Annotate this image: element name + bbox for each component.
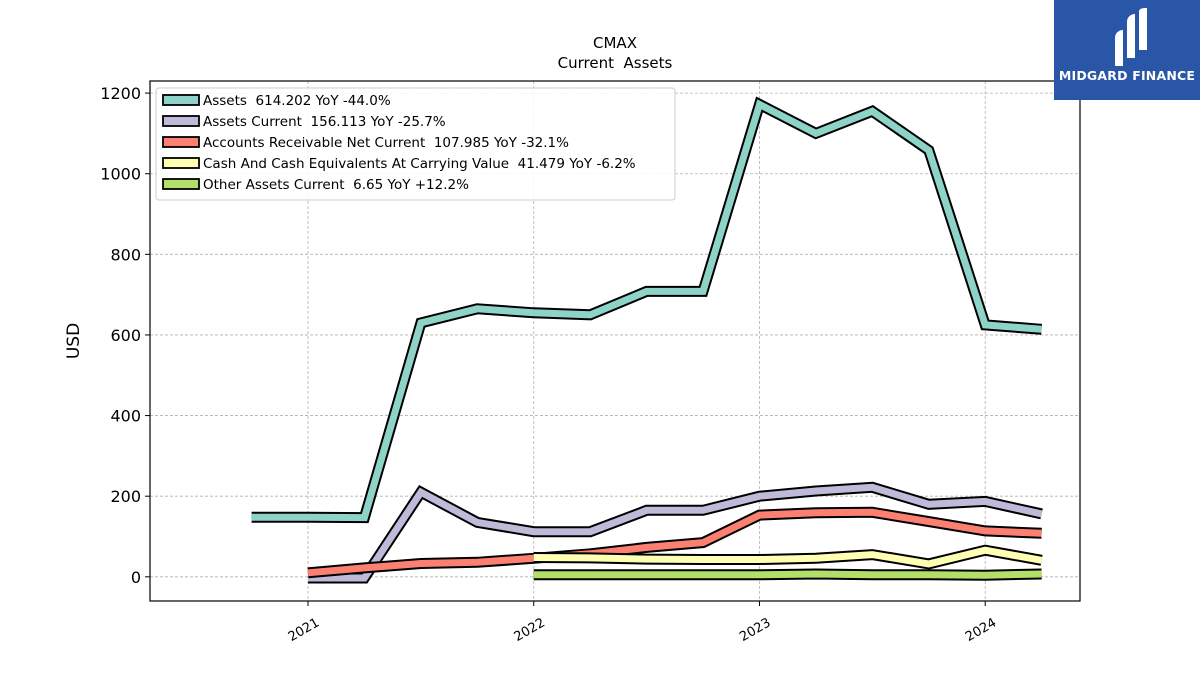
legend-item-label: Assets Current 156.113 YoY -25.7% bbox=[203, 114, 446, 130]
series-line bbox=[308, 483, 1043, 582]
series-accounts-receivable-net-current bbox=[307, 506, 1042, 579]
x-tick-label: 2024 bbox=[963, 615, 999, 645]
legend-item-label: Cash And Cash Equivalents At Carrying Va… bbox=[203, 156, 636, 172]
x-tick-label: 2023 bbox=[737, 615, 773, 645]
plot-frame bbox=[149, 80, 1081, 602]
brand-logo: MIDGARD FINANCE bbox=[1054, 0, 1200, 100]
midgard-logo-icon bbox=[1115, 8, 1147, 66]
series-other-assets-current bbox=[533, 568, 1042, 581]
legend-swatch bbox=[162, 136, 200, 148]
legend-item-label: Assets 614.202 YoY -44.0% bbox=[203, 93, 391, 109]
y-tick-label: 200 bbox=[110, 487, 141, 506]
chart-subtitle: Current Assets bbox=[558, 54, 673, 72]
series-layer bbox=[251, 96, 1043, 584]
legend: Assets 614.202 YoY -44.0% Assets Current … bbox=[155, 87, 676, 201]
x-tick-label: 2021 bbox=[286, 615, 322, 645]
series-assets-current bbox=[308, 481, 1043, 584]
legend-swatch bbox=[162, 157, 200, 169]
y-axis-label: USD bbox=[64, 323, 84, 359]
brand-name: MIDGARD FINANCE bbox=[1058, 68, 1196, 83]
y-tick-label: 600 bbox=[110, 326, 141, 345]
series-cash-and-cash-equivalents-at-carrying-value bbox=[533, 544, 1043, 570]
series-line bbox=[251, 99, 1042, 522]
legend-item-label: Accounts Receivable Net Current 107.985 … bbox=[203, 135, 569, 151]
legend-swatch bbox=[162, 178, 200, 190]
axis-ticks: 0 200 400 600 800 1000 1200 2021 2022 2023 2024 bbox=[100, 84, 999, 645]
y-tick-label: 400 bbox=[110, 407, 141, 426]
series-line bbox=[533, 546, 1043, 568]
series-assets bbox=[251, 96, 1043, 524]
y-tick-label: 0 bbox=[131, 568, 141, 587]
legend-swatch bbox=[162, 115, 200, 127]
series-line bbox=[307, 508, 1042, 577]
legend-item-label: Other Assets Current 6.65 YoY +12.2% bbox=[203, 177, 469, 193]
y-tick-label: 1200 bbox=[100, 84, 141, 103]
series-line bbox=[533, 570, 1042, 579]
legend-box bbox=[155, 87, 676, 201]
y-tick-label: 1000 bbox=[100, 165, 141, 184]
legend-swatch bbox=[162, 94, 200, 106]
chart-title: CMAX bbox=[593, 34, 637, 52]
x-tick-label: 2022 bbox=[512, 615, 548, 645]
y-tick-label: 800 bbox=[110, 245, 141, 264]
